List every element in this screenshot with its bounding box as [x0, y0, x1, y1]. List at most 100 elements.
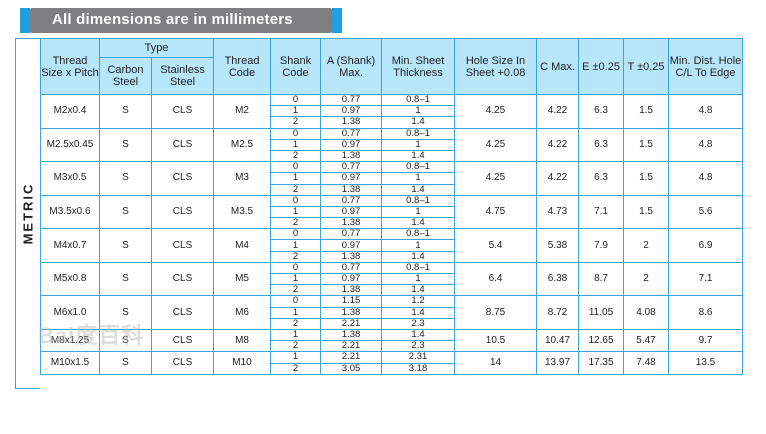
cell-shank-code: 2 — [270, 317, 322, 330]
cell-thread-size: M6x1.0 — [40, 295, 100, 330]
cell-t: 1.5 — [623, 127, 670, 163]
cell-min-sheet: 0.8–1 — [381, 93, 456, 107]
cell-e: 8.7 — [578, 261, 625, 297]
table-row: M8x1.25 S CLS M8 1 1.38 1.4 10.5 10.47 12.65 5.47 9… — [40, 328, 744, 353]
cell-a-shank: 0.77 — [320, 194, 383, 207]
table-row: M2x0.4 S CLS M2 0 0.77 0.8–1 4.25 4.22 6.3 1.5 4.8 — [40, 93, 744, 129]
cell-stainless-steel: CLS — [150, 295, 215, 330]
cell-hole-size: 10.5 — [454, 328, 538, 353]
cell-c-max: 5.38 — [536, 228, 580, 263]
cell-a-shank: 0.97 — [320, 239, 383, 252]
cell-e: 7.9 — [578, 228, 625, 263]
header-stainless-steel: Stainless Steel — [150, 57, 215, 95]
table-row: M10x1.5 S CLS M10 1 2.21 2.31 14 13.97 17.35 7.48 1… — [40, 351, 744, 375]
cell-shank-code: 2 — [270, 362, 322, 375]
cell-min-dist: 13.5 — [668, 351, 744, 375]
cell-thread-code: M8 — [213, 328, 272, 353]
cell-min-sheet: 2.31 — [381, 351, 456, 364]
table-row: M2.5x0.45 S CLS M2.5 0 0.77 0.8–1 4.25 4.22 6.3 1.… — [40, 127, 744, 163]
cell-thread-code: M2 — [213, 94, 272, 129]
cell-min-sheet: 1 — [381, 105, 456, 118]
table-row: M6x1.0 S CLS M6 0 1.15 1.2 8.75 8.72 11.05 4.08 8.6 — [40, 295, 744, 330]
cell-a-shank: 2.21 — [320, 351, 383, 364]
cell-min-sheet: 1 — [381, 138, 456, 151]
cell-shank-code: 2 — [270, 340, 322, 353]
cell-a-shank: 0.77 — [320, 261, 383, 275]
cell-hole-size: 5.4 — [454, 228, 538, 263]
cell-shank-code: 0 — [270, 161, 322, 174]
cell-t: 2 — [623, 228, 670, 263]
header-shank-code: Shank Code — [270, 38, 322, 95]
cell-thread-size: M3x0.5 — [40, 161, 100, 196]
table-row: 1 0.97 1 — [41, 205, 743, 219]
cell-a-shank: 3.05 — [320, 362, 383, 375]
cell-a-shank: 0.77 — [320, 161, 383, 174]
cell-stainless-steel: CLS — [150, 328, 215, 353]
table-row: 2 1.38 1.4 — [41, 183, 743, 196]
cell-thread-code: M6 — [213, 295, 272, 330]
header-thread-size: Thread Size x Pitch — [40, 38, 100, 95]
cell-min-sheet: 0.8–1 — [381, 127, 456, 140]
cell-min-sheet: 1.4 — [381, 306, 456, 319]
cell-carbon-steel: S — [99, 94, 152, 129]
table-row: 2 3.05 3.18 — [41, 362, 743, 375]
metric-side-frame — [15, 38, 40, 389]
table-row: M5x0.8 S CLS M5 0 0.77 0.8–1 6.4 6.38 8.7 2 7.1 — [40, 261, 744, 297]
cell-min-dist: 6.9 — [668, 228, 744, 263]
cell-hole-size: 6.4 — [454, 261, 538, 297]
cell-a-shank: 0.97 — [320, 205, 383, 219]
cell-stainless-steel: CLS — [150, 127, 215, 163]
cell-t: 2 — [623, 261, 670, 297]
cell-hole-size: 4.25 — [454, 94, 538, 129]
cell-shank-code: 1 — [270, 138, 322, 151]
cell-a-shank: 1.38 — [320, 306, 383, 319]
cell-min-sheet: 1 — [381, 172, 456, 185]
cell-shank-code: 2 — [270, 183, 322, 196]
cell-c-max: 4.22 — [536, 94, 580, 129]
cell-shank-code: 1 — [270, 172, 322, 185]
cell-shank-code: 0 — [270, 295, 322, 308]
cell-min-sheet: 1 — [381, 205, 456, 219]
cell-shank-code: 1 — [270, 328, 322, 342]
cell-c-max: 4.22 — [536, 161, 580, 196]
table-row: 1 0.97 1 — [41, 172, 743, 185]
cell-thread-code: M5 — [213, 261, 272, 297]
cell-min-sheet: 1 — [381, 239, 456, 252]
table-row: M3.5x0.6 S CLS M3.5 0 0.77 0.8–1 4.75 4.73 7.1 1.5… — [40, 194, 744, 230]
cell-shank-code: 1 — [270, 205, 322, 219]
cell-a-shank: 0.77 — [320, 228, 383, 241]
cell-min-sheet: 1 — [381, 272, 456, 286]
cell-a-shank: 0.77 — [320, 127, 383, 140]
cell-hole-size: 4.25 — [454, 161, 538, 196]
cell-hole-size: 8.75 — [454, 295, 538, 330]
header-carbon-steel: Carbon Steel — [99, 57, 152, 95]
cell-min-sheet: 0.8–1 — [381, 228, 456, 241]
table-row: 2 1.38 1.4 — [41, 149, 743, 163]
cell-shank-code: 1 — [270, 351, 322, 364]
cell-min-sheet: 1.4 — [381, 116, 456, 129]
cell-stainless-steel: CLS — [150, 261, 215, 297]
cell-e: 11.05 — [578, 295, 625, 330]
table-row: 2 1.38 1.4 — [41, 116, 743, 129]
cell-thread-size: M5x0.8 — [40, 261, 100, 297]
dimensions-table: Thread Size x Pitch Type Thread Code Sha… — [40, 38, 744, 375]
cell-c-max: 10.47 — [536, 328, 580, 353]
cell-a-shank: 1.38 — [320, 250, 383, 263]
cell-e: 6.3 — [578, 161, 625, 196]
cell-shank-code: 2 — [270, 116, 322, 129]
cell-thread-code: M10 — [213, 351, 272, 375]
cell-carbon-steel: S — [99, 295, 152, 330]
cell-carbon-steel: S — [99, 261, 152, 297]
cell-a-shank: 2.21 — [320, 340, 383, 353]
header-min-sheet-thickness: Min. Sheet Thickness — [381, 38, 456, 95]
metric-side-label: METRIC — [15, 38, 40, 388]
cell-stainless-steel: CLS — [150, 351, 215, 375]
cell-thread-size: M4x0.7 — [40, 228, 100, 263]
cell-min-sheet: 1.4 — [381, 217, 456, 230]
cell-min-sheet: 0.8–1 — [381, 194, 456, 207]
cell-a-shank: 1.15 — [320, 295, 383, 308]
cell-min-sheet: 1.2 — [381, 295, 456, 308]
table-row: 2 1.38 1.4 — [41, 217, 743, 230]
cell-shank-code: 0 — [270, 127, 322, 140]
cell-stainless-steel: CLS — [150, 194, 215, 230]
